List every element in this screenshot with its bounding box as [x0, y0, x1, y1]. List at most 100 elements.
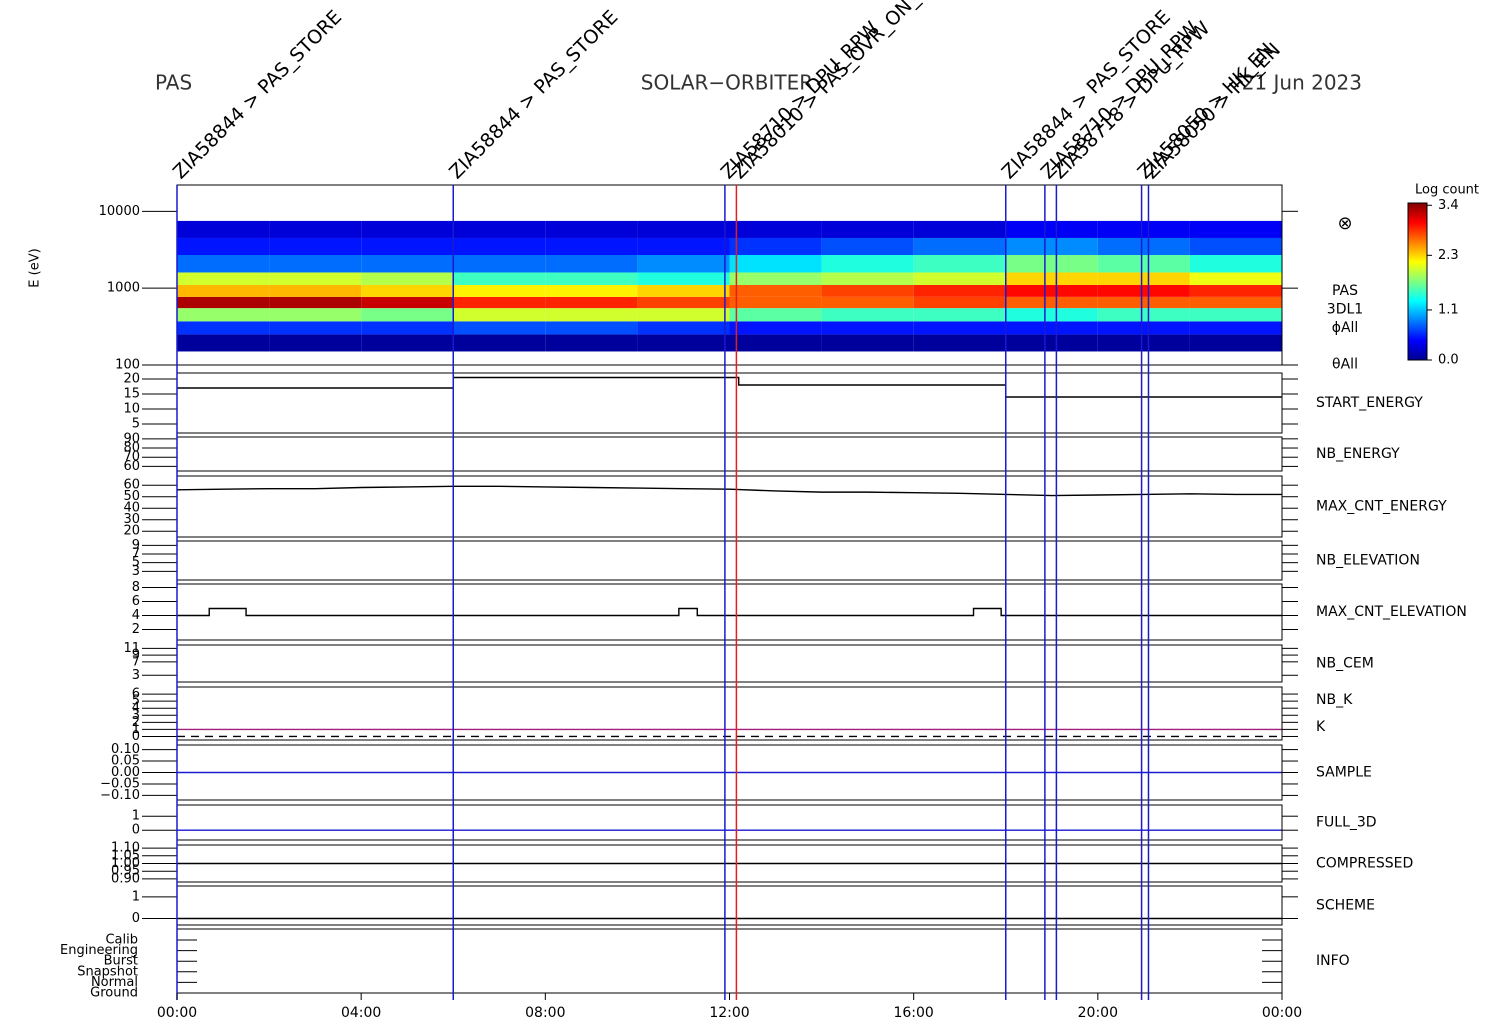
y-tick-label: Ground: [90, 986, 138, 1001]
y-tick-label: 40: [123, 501, 140, 516]
y-tick-label: 90: [123, 431, 140, 446]
y-tick-label: 6: [132, 594, 140, 609]
y-tick-label: 1: [132, 809, 140, 824]
y-tick-label: 1.00: [111, 856, 140, 871]
series-line: [177, 607, 1282, 617]
event-label: ZIA58844 > PAS_STORE: [169, 6, 346, 183]
y-tick-label: 1.05: [111, 848, 140, 863]
y-tick-label: −0.05: [100, 776, 140, 791]
panel-label: COMPRESSED: [1316, 856, 1413, 872]
panel-label: K: [1316, 719, 1326, 735]
heatmap-cell: [821, 321, 914, 335]
heatmap-cell: [821, 237, 914, 256]
x-tick-label: 20:00: [1078, 1005, 1118, 1020]
heatmap-cell: [729, 272, 822, 285]
y-tick-label: 9: [132, 648, 140, 663]
y-tick-label: 0.10: [111, 742, 140, 757]
heatmap-cell: [637, 255, 730, 273]
heatmap-cell: [545, 255, 638, 273]
y-tick-label: 2: [132, 715, 140, 730]
heatmap-cell: [269, 334, 362, 352]
heatmap-cell: [913, 284, 1006, 297]
y-tick-label: 60: [123, 478, 140, 493]
panel-frame: [176, 436, 1283, 472]
y-tick-label: Calib: [105, 933, 138, 948]
panel-frame: [176, 644, 1283, 683]
y-tick-label: Engineering: [60, 943, 138, 958]
heatmap-cell: [269, 272, 362, 285]
panel-frame: [176, 804, 1283, 841]
y-tick-label: 1: [132, 722, 140, 737]
heatmap-cell: [177, 237, 270, 256]
heatmap-cell: [545, 220, 638, 238]
heatmap-cell: [545, 284, 638, 297]
panel-frame: [176, 928, 1283, 994]
heatmap-cell: [1189, 220, 1282, 238]
heatmap-cell: [453, 321, 546, 335]
instrument: PAS: [155, 71, 192, 95]
heatmap-cell: [1189, 272, 1282, 285]
y-tick-label: 0: [132, 823, 140, 838]
x-tick-label: 12:00: [709, 1005, 749, 1020]
heatmap-cell: [453, 272, 546, 285]
y-tick-label: 10000: [99, 204, 140, 219]
heatmap-cell: [453, 255, 546, 273]
y-tick-label: 7: [132, 654, 140, 669]
heatmap-cell: [729, 321, 822, 335]
y-tick-label: 0.05: [111, 754, 140, 769]
y-tick-label: 1: [132, 889, 140, 904]
y-tick-label: 11: [123, 641, 140, 656]
heatmap-cell: [361, 321, 454, 335]
heatmap-cell: [453, 308, 546, 322]
y-tick-label: 6: [132, 687, 140, 702]
x-tick-label: 00:00: [1262, 1005, 1302, 1020]
heatmap-cell: [637, 308, 730, 322]
heatmap-cell: [821, 284, 914, 297]
heatmap-cell: [1189, 334, 1282, 352]
y-tick-label: 5: [132, 555, 140, 570]
y-tick-label: 3: [132, 668, 140, 683]
heatmap-cell: [637, 272, 730, 285]
colorbar-tick-label: 0.0: [1438, 353, 1459, 368]
heatmap-cell: [1097, 296, 1190, 309]
heatmap-cell: [913, 321, 1006, 335]
x-tick-label: 08:00: [525, 1005, 565, 1020]
heatmap-cell: [913, 220, 1006, 238]
heatmap-cell: [177, 321, 270, 335]
heatmap-cell: [361, 284, 454, 297]
heatmap-cell: [1097, 321, 1190, 335]
heatmap-cell: [821, 255, 914, 273]
panel-label: SCHEME: [1316, 898, 1375, 914]
series-line: [177, 376, 1282, 398]
heatmap-cell: [177, 255, 270, 273]
panel-label: NB_ENERGY: [1316, 446, 1400, 462]
y-tick-label: 4: [132, 701, 140, 716]
panel-frame: [176, 583, 1283, 641]
y-tick-label: 0.00: [111, 765, 140, 780]
heatmap-cell: [821, 334, 914, 352]
heatmap-cell: [361, 237, 454, 256]
heatmap-cell: [361, 308, 454, 322]
y-tick-label: 50: [123, 489, 140, 504]
heatmap-cell: [1005, 220, 1098, 238]
heatmap-cell: [913, 272, 1006, 285]
panel-label: NB_ELEVATION: [1316, 553, 1420, 569]
heatmap-cell: [545, 321, 638, 335]
panel-frame: [176, 372, 1283, 434]
panel-label: PAS: [1332, 283, 1358, 299]
heatmap-cell: [1005, 321, 1098, 335]
heatmap-cell: [269, 308, 362, 322]
panel-frame: [176, 540, 1283, 581]
heatmap-cell: [1097, 334, 1190, 352]
y-tick-label: 2: [132, 622, 140, 637]
heatmap-cell: [1005, 284, 1098, 297]
y-tick-label: 1000: [107, 281, 140, 296]
heatmap-cell: [361, 334, 454, 352]
heatmap-cell: [361, 296, 454, 309]
y-tick-label: 1.10: [111, 841, 140, 856]
heatmap-cell: [821, 220, 914, 238]
panel-label: INFO: [1316, 953, 1350, 969]
heatmap-cell: [1005, 272, 1098, 285]
panel-label: MAX_CNT_ELEVATION: [1316, 604, 1467, 620]
heatmap-cell: [177, 272, 270, 285]
